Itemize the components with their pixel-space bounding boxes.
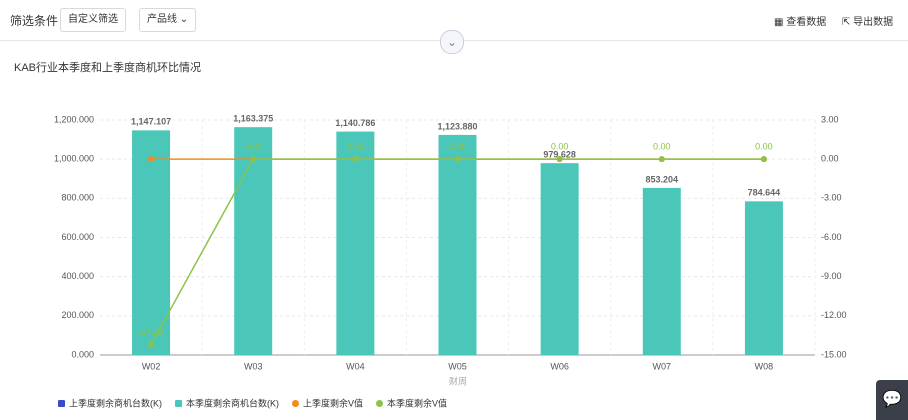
line-value-label: 0.00 — [244, 142, 262, 152]
export-data-button[interactable]: ⇱ 导出数据 — [842, 17, 894, 28]
line-point — [148, 341, 155, 348]
line-point — [658, 156, 665, 163]
legend-swatch — [292, 400, 299, 407]
y-tick-label: 400.000 — [61, 271, 94, 281]
legend-swatch — [376, 400, 384, 407]
bar-value-label: 853.204 — [646, 174, 679, 184]
line-value-label: 0.00 — [653, 142, 671, 152]
legend-label: 本季度剩余V值 — [387, 397, 447, 408]
view-data-button[interactable]: ▦ 查看数据 — [774, 17, 827, 28]
x-tick-label: W04 — [346, 361, 365, 371]
dropdown-label: 产品线 — [147, 14, 177, 25]
line-value-label: 0.00 — [551, 142, 569, 152]
bar — [438, 134, 477, 355]
y-tick-label: 200.000 — [61, 310, 94, 320]
custom-filter-button[interactable]: 自定义筛选 — [60, 8, 126, 32]
line-value-label: 0.00 — [449, 142, 467, 152]
bar-value-label: 1,140.786 — [335, 118, 375, 128]
y2-tick-label: 0.00 — [821, 154, 839, 164]
bar — [336, 131, 375, 355]
x-tick-label: W06 — [550, 361, 569, 371]
x-tick-label: W03 — [244, 361, 263, 371]
line-value-label: 0.00 — [755, 142, 773, 152]
x-tick-label: W05 — [448, 361, 467, 371]
view-data-label: 查看数据 — [786, 17, 827, 28]
x-tick-label: W02 — [142, 361, 161, 371]
line-point — [148, 156, 155, 163]
bar — [744, 201, 783, 355]
x-axis-label: 财周 — [449, 375, 467, 386]
bar-value-label: 979.628 — [543, 150, 576, 160]
line-point — [352, 156, 359, 163]
bar-value-label: 1,163.375 — [233, 114, 273, 124]
product-line-dropdown[interactable]: 产品线 ⌄ — [139, 8, 197, 32]
bar — [642, 187, 681, 355]
y2-tick-label: 3.00 — [821, 114, 839, 124]
x-tick-label: W08 — [755, 361, 774, 371]
line-point — [250, 156, 257, 163]
legend-swatch — [58, 400, 65, 407]
legend-swatch — [175, 400, 182, 407]
legend-label: 本季度剩余商机台数(K) — [186, 397, 279, 408]
line-point — [760, 156, 767, 163]
export-data-label: 导出数据 — [853, 17, 894, 28]
y-tick-label: 1,200.000 — [54, 114, 94, 124]
line-value-label: 0.00 — [347, 142, 365, 152]
chart-title: KAB行业本季度和上季度商机环比情况 — [14, 60, 201, 74]
y-tick-label: 600.000 — [61, 232, 94, 242]
y2-tick-label: -6.00 — [821, 232, 842, 242]
filter-title: 筛选条件 — [10, 14, 59, 28]
line-point — [556, 156, 563, 163]
y2-tick-label: -9.00 — [821, 271, 842, 281]
bar-value-label: 784.644 — [748, 188, 781, 198]
bar-value-label: 1,147.107 — [131, 117, 171, 127]
collapse-toggle[interactable]: ⌄ — [440, 30, 464, 54]
y-tick-label: 1,000.000 — [54, 154, 94, 164]
line-point — [454, 156, 461, 163]
y2-tick-label: -12.00 — [821, 310, 847, 320]
bar-value-label: 1,123.880 — [437, 121, 477, 131]
line-value-label: -14.20 — [138, 327, 164, 337]
y-tick-label: 0.000 — [71, 349, 94, 359]
x-tick-label: W07 — [653, 361, 672, 371]
bar — [234, 127, 273, 355]
y2-tick-label: -3.00 — [821, 193, 842, 203]
bar — [132, 130, 171, 355]
y2-tick-label: -15.00 — [821, 349, 847, 359]
y-tick-label: 800.000 — [61, 193, 94, 203]
bar — [540, 163, 579, 355]
legend-label: 上季度剩余商机台数(K) — [69, 397, 162, 408]
legend-label: 上季度剩余V值 — [303, 397, 363, 408]
chat-button[interactable]: 💬 — [876, 380, 908, 420]
